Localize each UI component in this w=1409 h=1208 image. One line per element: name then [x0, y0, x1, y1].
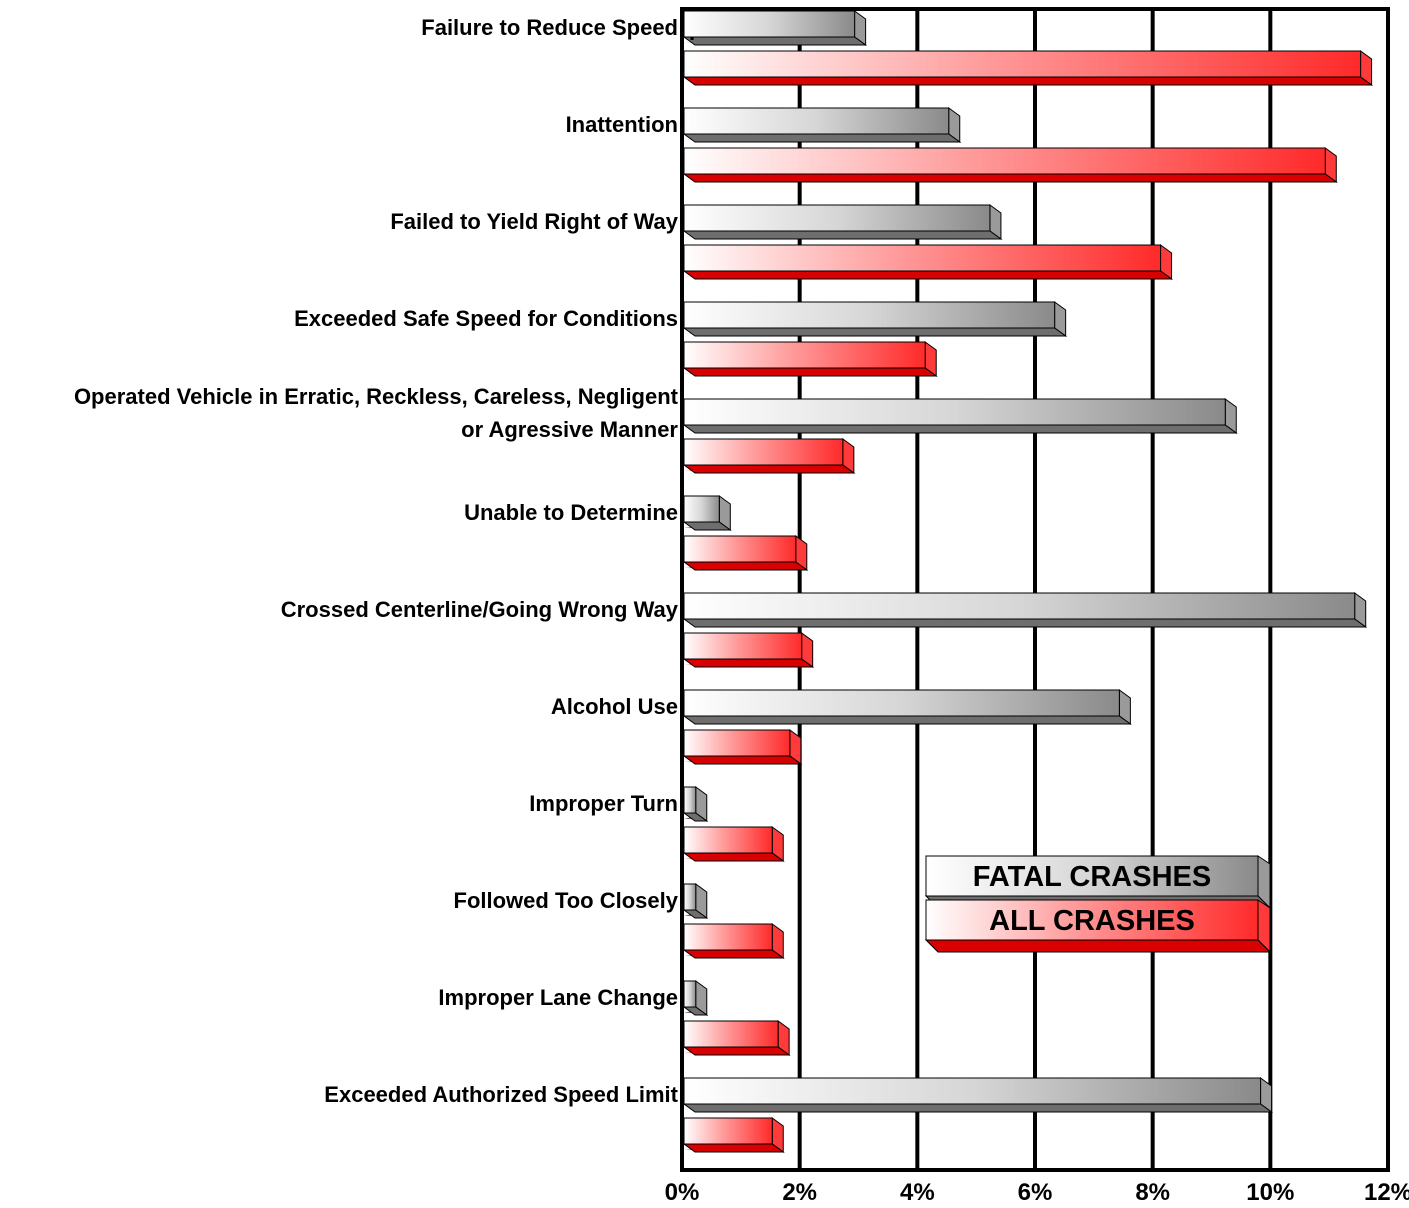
- legend-label: ALL CRASHES: [989, 905, 1195, 937]
- x-tick-label: 4%: [900, 1179, 935, 1206]
- all-crashes-bar: [682, 50, 1374, 86]
- fatal-crashes-bar: [682, 883, 709, 919]
- category-label: Operated Vehicle in Erratic, Reckless, C…: [74, 384, 679, 409]
- fatal-crashes-bar: [682, 689, 1132, 725]
- category-label: Improper Lane Change: [438, 985, 678, 1010]
- plot-frame: [680, 7, 1390, 1172]
- category-label: Followed Too Closely: [454, 888, 679, 913]
- fatal-crashes-bar: [682, 495, 732, 531]
- fatal-crashes-bar: [682, 786, 709, 822]
- category-label: Exceeded Authorized Speed Limit: [324, 1082, 678, 1107]
- category-labels: Failure to Reduce Speed Inattention Failed…: [74, 15, 679, 1107]
- all-crashes-bar: [682, 1117, 785, 1153]
- x-tick-label: 0%: [665, 1179, 700, 1206]
- all-crashes-bar: [682, 535, 809, 571]
- legend: FATAL CRASHES ALL CRASHES: [924, 855, 1272, 954]
- all-crashes-bar: [682, 244, 1174, 280]
- annotation-dot: .: [689, 20, 695, 45]
- all-crashes-bar: [682, 632, 815, 668]
- fatal-crashes-bar: [682, 204, 1003, 240]
- category-label: Inattention: [566, 112, 678, 137]
- all-crashes-bar: [682, 438, 856, 474]
- gridlines: [680, 7, 1390, 1172]
- x-tick-label: 6%: [1018, 1179, 1053, 1206]
- all-crashes-bar: [682, 1020, 791, 1056]
- category-label: Unable to Determine: [464, 500, 678, 525]
- x-tick-label: 12%: [1364, 1179, 1409, 1206]
- legend-label: FATAL CRASHES: [973, 861, 1211, 893]
- fatal-crashes-bar: [682, 398, 1238, 434]
- legend-all-crashes: ALL CRASHES: [924, 899, 1272, 954]
- category-label: Failure to Reduce Speed: [421, 15, 678, 40]
- all-crashes-bar: [682, 729, 803, 765]
- x-tick-labels: 0% 2% 4% 6% 8% 10% 12%: [665, 1179, 1409, 1206]
- fatal-crashes-bar: [682, 980, 709, 1016]
- x-tick-label: 10%: [1246, 1179, 1294, 1206]
- all-crashes-bar: [682, 147, 1338, 183]
- fatal-crashes-bar: [682, 1077, 1274, 1113]
- all-crashes-bar: [682, 826, 785, 862]
- x-tick-label: 2%: [782, 1179, 817, 1206]
- category-label: Alcohol Use: [551, 694, 678, 719]
- fatal-crashes-bar: [682, 301, 1068, 337]
- category-label: Failed to Yield Right of Way: [390, 209, 678, 234]
- category-label: Crossed Centerline/Going Wrong Way: [281, 597, 679, 622]
- x-tick-label: 8%: [1135, 1179, 1170, 1206]
- category-label: Improper Turn: [529, 791, 678, 816]
- all-crashes-bar: [682, 923, 785, 959]
- category-label: Exceeded Safe Speed for Conditions: [294, 306, 678, 331]
- fatal-crashes-bar: [682, 592, 1368, 628]
- all-crashes-bar: [682, 341, 938, 377]
- category-label: or Agressive Manner: [461, 417, 678, 442]
- fatal-crashes-bar: [682, 10, 868, 46]
- bars: [682, 10, 1374, 1153]
- fatal-crashes-bar: [682, 107, 962, 143]
